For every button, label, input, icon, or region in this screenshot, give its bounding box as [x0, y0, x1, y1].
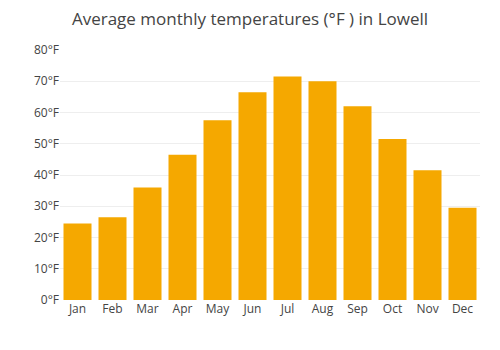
- svg-text:Jun: Jun: [243, 300, 262, 317]
- svg-text:Jul: Jul: [280, 300, 295, 317]
- svg-text:70°F: 70°F: [34, 72, 59, 89]
- svg-text:Dec: Dec: [452, 300, 473, 317]
- svg-text:Feb: Feb: [102, 300, 122, 317]
- svg-text:50°F: 50°F: [34, 135, 59, 152]
- svg-text:10°F: 10°F: [34, 260, 59, 277]
- svg-text:Aug: Aug: [312, 300, 334, 317]
- svg-text:40°F: 40°F: [34, 166, 59, 183]
- svg-text:60°F: 60°F: [34, 104, 59, 121]
- svg-text:Apr: Apr: [173, 300, 193, 317]
- svg-text:Average monthly temperatures (: Average monthly temperatures (°F ) in Lo…: [72, 7, 428, 30]
- svg-text:30°F: 30°F: [34, 197, 59, 214]
- svg-text:20°F: 20°F: [34, 229, 59, 246]
- svg-text:Oct: Oct: [383, 300, 402, 317]
- svg-text:Mar: Mar: [136, 300, 158, 317]
- svg-text:Nov: Nov: [416, 300, 438, 317]
- svg-text:0°F: 0°F: [41, 291, 59, 308]
- svg-text:Sep: Sep: [347, 300, 368, 317]
- svg-text:80°F: 80°F: [34, 41, 59, 58]
- svg-text:May: May: [206, 300, 230, 317]
- svg-text:Jan: Jan: [68, 300, 86, 317]
